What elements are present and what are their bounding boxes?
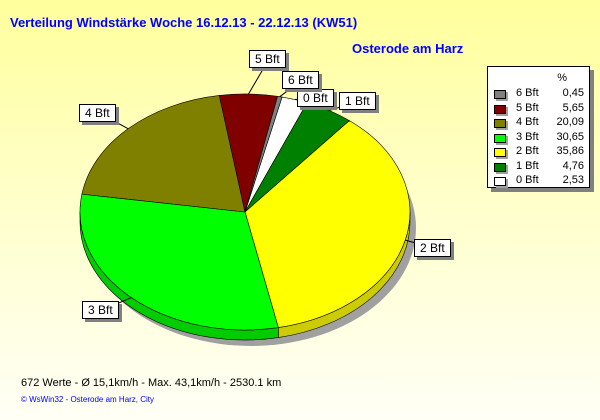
slice-label: 5 Bft [249, 50, 286, 68]
legend-item: 1 Bft 4,76 [494, 160, 584, 174]
legend-label: 6 Bft [516, 87, 539, 99]
legend-swatch [494, 148, 506, 157]
legend-swatch [494, 90, 506, 99]
legend-swatch [494, 133, 506, 143]
pie-slice-2-bft [244, 120, 411, 328]
legend-header: % [557, 72, 567, 84]
slice-label: 6 Bft [282, 71, 319, 89]
legend-value: 0,45 [562, 87, 584, 99]
legend: % 6 Bft 0,45 5 Bft 5,65 4 Bft 20,09 3 Bft 30,65… [487, 66, 590, 188]
legend-label: 2 Bft [516, 145, 539, 157]
slice-label: 3 Bft [82, 301, 119, 319]
legend-item: 6 Bft 0,45 [494, 87, 584, 101]
legend-label: 3 Bft [516, 130, 539, 143]
legend-item: 4 Bft 20,09 [494, 116, 584, 130]
chart-title: Verteilung Windstärke Woche 16.12.13 - 2… [10, 15, 358, 30]
legend-swatch [494, 177, 506, 186]
legend-value: 5,65 [562, 101, 584, 114]
legend-value: 2,53 [562, 174, 584, 186]
slice-label: 1 Bft [339, 92, 376, 110]
legend-value: 20,09 [556, 116, 584, 128]
chart-subtitle: Osterode am Harz [352, 41, 464, 56]
legend-label: 5 Bft [516, 101, 539, 114]
legend-label: 4 Bft [516, 116, 539, 128]
stats-line: 672 Werte - Ø 15,1km/h - Max. 43,1km/h -… [21, 377, 282, 389]
legend-item: 0 Bft 2,53 [494, 174, 584, 188]
slice-label: 4 Bft [79, 104, 116, 122]
legend-value: 35,86 [556, 145, 584, 157]
legend-label: 1 Bft [516, 159, 539, 172]
slice-label: 2 Bft [414, 239, 451, 257]
legend-item: 5 Bft 5,65 [494, 102, 584, 116]
legend-item: 2 Bft 35,86 [494, 145, 584, 159]
legend-item: 3 Bft 30,65 [494, 131, 584, 145]
slice-label: 0 Bft [297, 89, 334, 107]
legend-swatch [494, 104, 506, 114]
legend-value: 4,76 [562, 159, 584, 172]
legend-label: 0 Bft [516, 174, 539, 186]
legend-swatch [494, 119, 506, 128]
credit-line: © WsWin32 - Osterode am Harz, City [21, 395, 155, 404]
legend-value: 30,65 [556, 130, 584, 143]
legend-swatch [494, 162, 506, 172]
